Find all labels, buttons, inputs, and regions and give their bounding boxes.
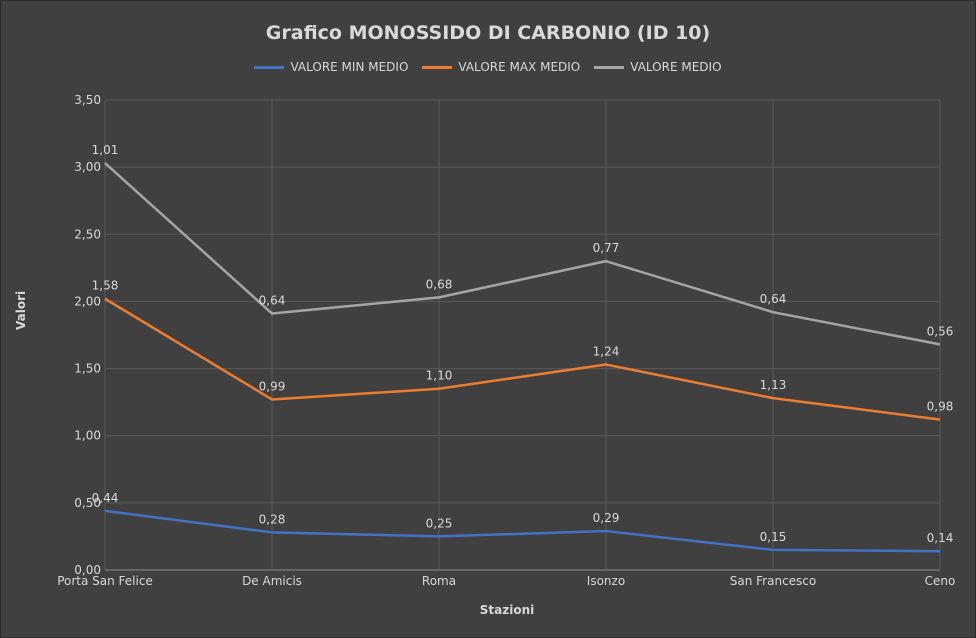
data-label: 0,28 [259, 512, 286, 526]
x-tick-label: Porta San Felice [57, 574, 153, 588]
data-label: 0,14 [927, 531, 954, 545]
legend-label-min: VALORE MIN MEDIO [290, 60, 409, 74]
data-label: 0,25 [426, 516, 453, 530]
data-label: 0,64 [760, 292, 787, 306]
y-tick-label: 2,50 [74, 227, 101, 241]
legend-label-avg: VALORE MEDIO [630, 60, 722, 74]
data-label: 1,01 [92, 143, 119, 157]
data-label: 0,56 [927, 324, 954, 338]
legend-item-min: VALORE MIN MEDIO [254, 60, 408, 74]
data-label: 0,64 [259, 294, 286, 308]
data-label: 0,29 [593, 511, 620, 525]
y-tick-label: 3,50 [74, 93, 101, 107]
legend-label-max: VALORE MAX MEDIO [458, 60, 581, 74]
legend-swatch-max [422, 65, 453, 69]
x-tick-label: Ceno [925, 574, 956, 588]
data-label: 0,15 [760, 530, 787, 544]
series-line-2 [104, 162, 941, 346]
data-label: 1,24 [593, 345, 620, 359]
x-tick-label: Roma [422, 574, 456, 588]
data-label: 0,77 [593, 241, 620, 255]
x-tick-label: San Francesco [730, 574, 816, 588]
data-label: 0,68 [426, 277, 453, 291]
data-label: 1,58 [92, 279, 119, 293]
y-tick-label: 3,00 [74, 160, 101, 174]
series-line-1 [104, 297, 941, 421]
x-axis-title: Stazioni [479, 603, 535, 617]
legend-item-max: VALORE MAX MEDIO [422, 60, 580, 74]
chart-legend: VALORE MIN MEDIO VALORE MAX MEDIO VALORE… [0, 60, 976, 74]
series-line-0 [104, 509, 941, 553]
data-label: 1,10 [426, 369, 453, 383]
y-tick-label: 1,50 [74, 362, 101, 376]
data-label: 0,99 [259, 379, 286, 393]
legend-swatch-avg [594, 65, 625, 69]
legend-swatch-min [254, 65, 285, 69]
x-tick-label: De Amicis [242, 574, 302, 588]
chart-title: Grafico MONOSSIDO DI CARBONIO (ID 10) [265, 22, 711, 44]
y-tick-label: 0,50 [74, 496, 101, 510]
y-tick-label: 0,00 [74, 563, 101, 577]
legend-item-avg: VALORE MEDIO [594, 60, 722, 74]
y-tick-label: 2,00 [74, 294, 101, 308]
x-tick-label: Isonzo [587, 574, 625, 588]
data-label: 1,13 [760, 378, 787, 392]
y-tick-label: 1,00 [74, 429, 101, 443]
data-label: 0,44 [92, 491, 119, 505]
y-axis-title: Valori [14, 290, 28, 330]
data-label: 0,98 [927, 400, 954, 414]
